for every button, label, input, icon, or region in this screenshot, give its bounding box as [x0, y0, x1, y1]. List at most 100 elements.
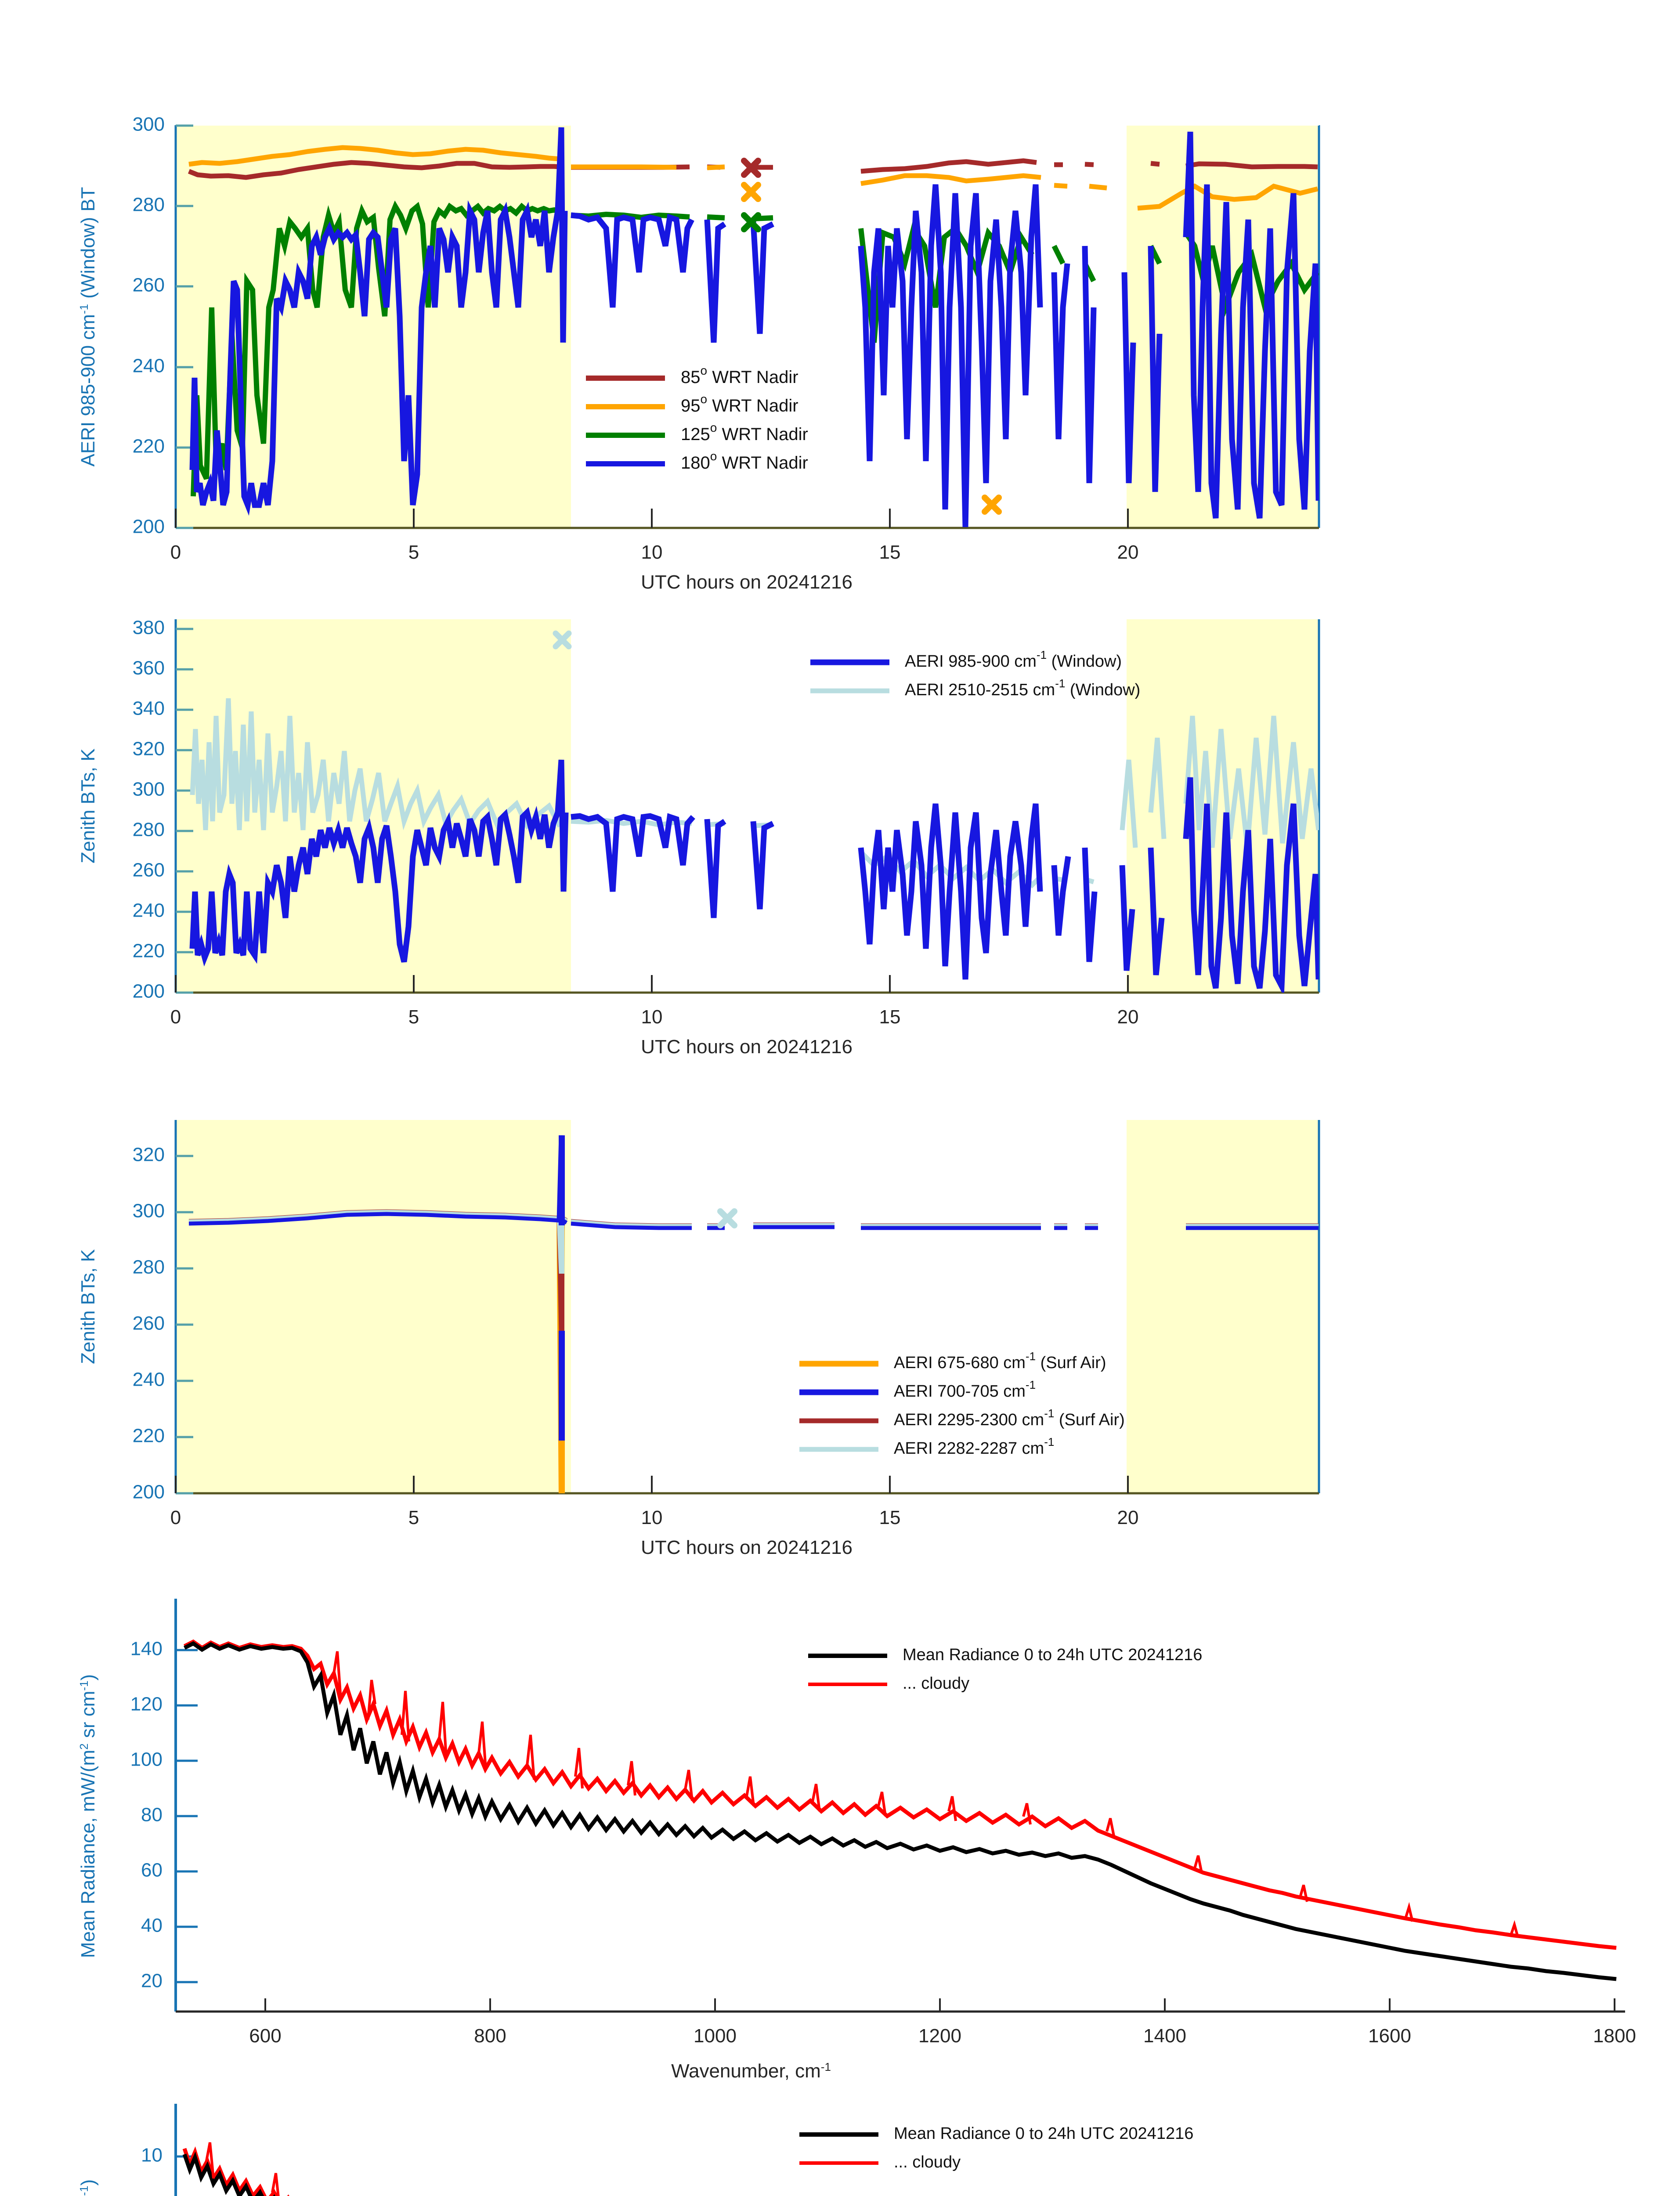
xlabel-p2: UTC hours on 20241216 — [641, 1036, 853, 1058]
ytick-label: 10 — [141, 2145, 163, 2166]
xtick-label: 1000 — [694, 2025, 737, 2047]
ytick-label: 240 — [133, 355, 165, 377]
legend-label-2295-2300: AERI 2295-2300 cm-1 (Surf Air) — [894, 1407, 1125, 1429]
legend-p4: Mean Radiance 0 to 24h UTC 20241216 ... … — [808, 1646, 1202, 1693]
ytick-label: 260 — [133, 274, 165, 296]
xtick-label: 15 — [879, 1006, 901, 1028]
ytick-label: 280 — [133, 1257, 165, 1278]
legend-label-125: 125o WRT Nadir — [681, 421, 808, 444]
series-group-p1 — [188, 127, 1319, 527]
series-group-p2 — [189, 630, 1319, 993]
xtick-label: 10 — [641, 1507, 663, 1528]
panel-mean-radiance-low: 20 40 60 80 100 120 140 600 800 1000 120… — [0, 1590, 1680, 2099]
ytick-label: 280 — [133, 194, 165, 216]
legend-label-cloudy-p5: ... cloudy — [894, 2153, 961, 2171]
xtick-label: 1200 — [918, 2025, 961, 2047]
legend-label-85: 85o WRT Nadir — [681, 364, 798, 387]
xtick-label: 800 — [474, 2025, 506, 2047]
series-95deg-d — [860, 173, 1041, 186]
series-group-p5 — [182, 2142, 289, 2196]
ytick-label: 260 — [133, 860, 165, 881]
xtick-label: 10 — [641, 542, 663, 563]
series-985-900 — [189, 759, 1319, 993]
ytick-label: 320 — [133, 738, 165, 760]
legend-p3: AERI 675-680 cm-1 (Surf Air) AERI 700-70… — [799, 1350, 1125, 1458]
ylabel-p2: Zenith BTs, K — [77, 748, 99, 863]
series-95deg-c — [707, 164, 725, 170]
series-85deg-h — [1150, 161, 1160, 167]
legend-label-mean-radiance-p5: Mean Radiance 0 to 24h UTC 20241216 — [894, 2124, 1193, 2143]
ytick-label: 200 — [133, 1481, 165, 1503]
ytick-label: 240 — [133, 1369, 165, 1391]
series-85deg-i — [1185, 161, 1318, 170]
ytick-label: 220 — [133, 1425, 165, 1447]
series-cloudy-p4 — [183, 1639, 1617, 1950]
ytick-label: 260 — [133, 1313, 165, 1334]
legend-label-mean-radiance-p4: Mean Radiance 0 to 24h UTC 20241216 — [903, 1646, 1202, 1664]
spike-8h5 — [559, 1135, 565, 1493]
ytick-label: 320 — [133, 1144, 165, 1166]
ytick-label: 340 — [133, 698, 165, 719]
series-85deg-g — [1084, 162, 1094, 167]
ytick-label: 200 — [133, 516, 165, 538]
scatter-markers-p2 — [553, 630, 572, 650]
ytick-label: 240 — [133, 900, 165, 921]
night-shade-right-p3 — [1127, 1120, 1319, 1493]
ytick-label: 300 — [133, 114, 165, 135]
legend-p1: 85o WRT Nadir 95o WRT Nadir 125o WRT Nad… — [586, 364, 808, 473]
xtick-label: 20 — [1117, 542, 1139, 563]
ytick-label: 20 — [141, 1970, 163, 1992]
xtick-label: 20 — [1117, 1006, 1139, 1028]
ylabel-p1: AERI 985-900 cm-1 (Window) BT — [77, 187, 99, 467]
ylabel-p5: Mean Radiance, mW/(m2 sr cm-1) — [77, 2179, 99, 2196]
legend-p5: Mean Radiance 0 to 24h UTC 20241216 ... … — [799, 2124, 1193, 2171]
ytick-label: 380 — [133, 617, 165, 639]
xlabel-p1: UTC hours on 20241216 — [641, 571, 853, 593]
ytick-label: 40 — [141, 1915, 163, 1936]
xtick-label: 1400 — [1143, 2025, 1186, 2047]
ytick-label: 300 — [133, 779, 165, 800]
xtick-label: 1600 — [1368, 2025, 1411, 2047]
xtick-label: 15 — [879, 542, 901, 563]
xtick-label: 0 — [170, 1006, 181, 1028]
legend-label-2282-2287: AERI 2282-2287 cm-1 — [894, 1435, 1054, 1458]
ytick-label: 100 — [130, 1749, 163, 1770]
xtick-label: 5 — [408, 1507, 419, 1528]
panel-window-bt-angles: 200 220 240 260 280 300 0 5 10 15 20 — [0, 0, 1680, 615]
ytick-label: 360 — [133, 657, 165, 679]
yticks-p2: 200 220 240 260 280 300 320 340 360 380 — [133, 617, 193, 1002]
xtick-label: 5 — [408, 1006, 419, 1028]
xtick-label: 20 — [1117, 1507, 1139, 1528]
ytick-label: 60 — [141, 1860, 163, 1881]
xtick-label: 15 — [879, 1507, 901, 1528]
xtick-label: 10 — [641, 1006, 663, 1028]
xticks-p2: 0 5 10 15 20 — [170, 975, 1139, 1028]
ytick-label: 300 — [133, 1200, 165, 1222]
emission-spikes-p4 — [332, 1651, 1519, 1938]
legend-label-2510-2515: AERI 2510-2515 cm-1 (Window) — [905, 677, 1140, 699]
legend-label-675-680: AERI 675-680 cm-1 (Surf Air) — [894, 1350, 1106, 1372]
legend-label-700-705: AERI 700-705 cm-1 — [894, 1378, 1036, 1401]
ytick-label: 80 — [141, 1804, 163, 1826]
series-group-p4 — [183, 1639, 1617, 1981]
panel-zenith-bt-windows: 200 220 240 260 280 300 320 340 360 380 … — [0, 584, 1680, 1102]
scatter-markers-p3 — [717, 1208, 737, 1228]
series-95deg-f — [1089, 184, 1107, 191]
series-85deg-e — [860, 158, 1037, 174]
emission-spikes-p5 — [205, 2142, 280, 2196]
xticks-p4: 600 800 1000 1200 1400 1600 1800 — [249, 1998, 1636, 2047]
legend-label-985-900: AERI 985-900 cm-1 (Window) — [905, 648, 1122, 671]
panel-mean-radiance-high: 0 2 4 6 8 10 1800 2000 2200 2400 2600 28… — [0, 2095, 1680, 2196]
ylabel-p3: Zenith BTs, K — [77, 1249, 99, 1364]
ytick-label: 220 — [133, 940, 165, 962]
panel-zenith-bt-surfair: 200 220 240 260 280 300 320 0 5 10 15 20 — [0, 1094, 1680, 1603]
xtick-label: 0 — [170, 542, 181, 563]
xtick-label: 5 — [408, 542, 419, 563]
series-95deg-g — [1137, 183, 1319, 211]
night-shade-left-p1 — [176, 125, 571, 528]
series-group-p3 — [188, 1135, 1319, 1493]
xtick-label: 600 — [249, 2025, 281, 2047]
xtick-label: 0 — [170, 1507, 181, 1528]
series-180deg — [189, 127, 1319, 527]
